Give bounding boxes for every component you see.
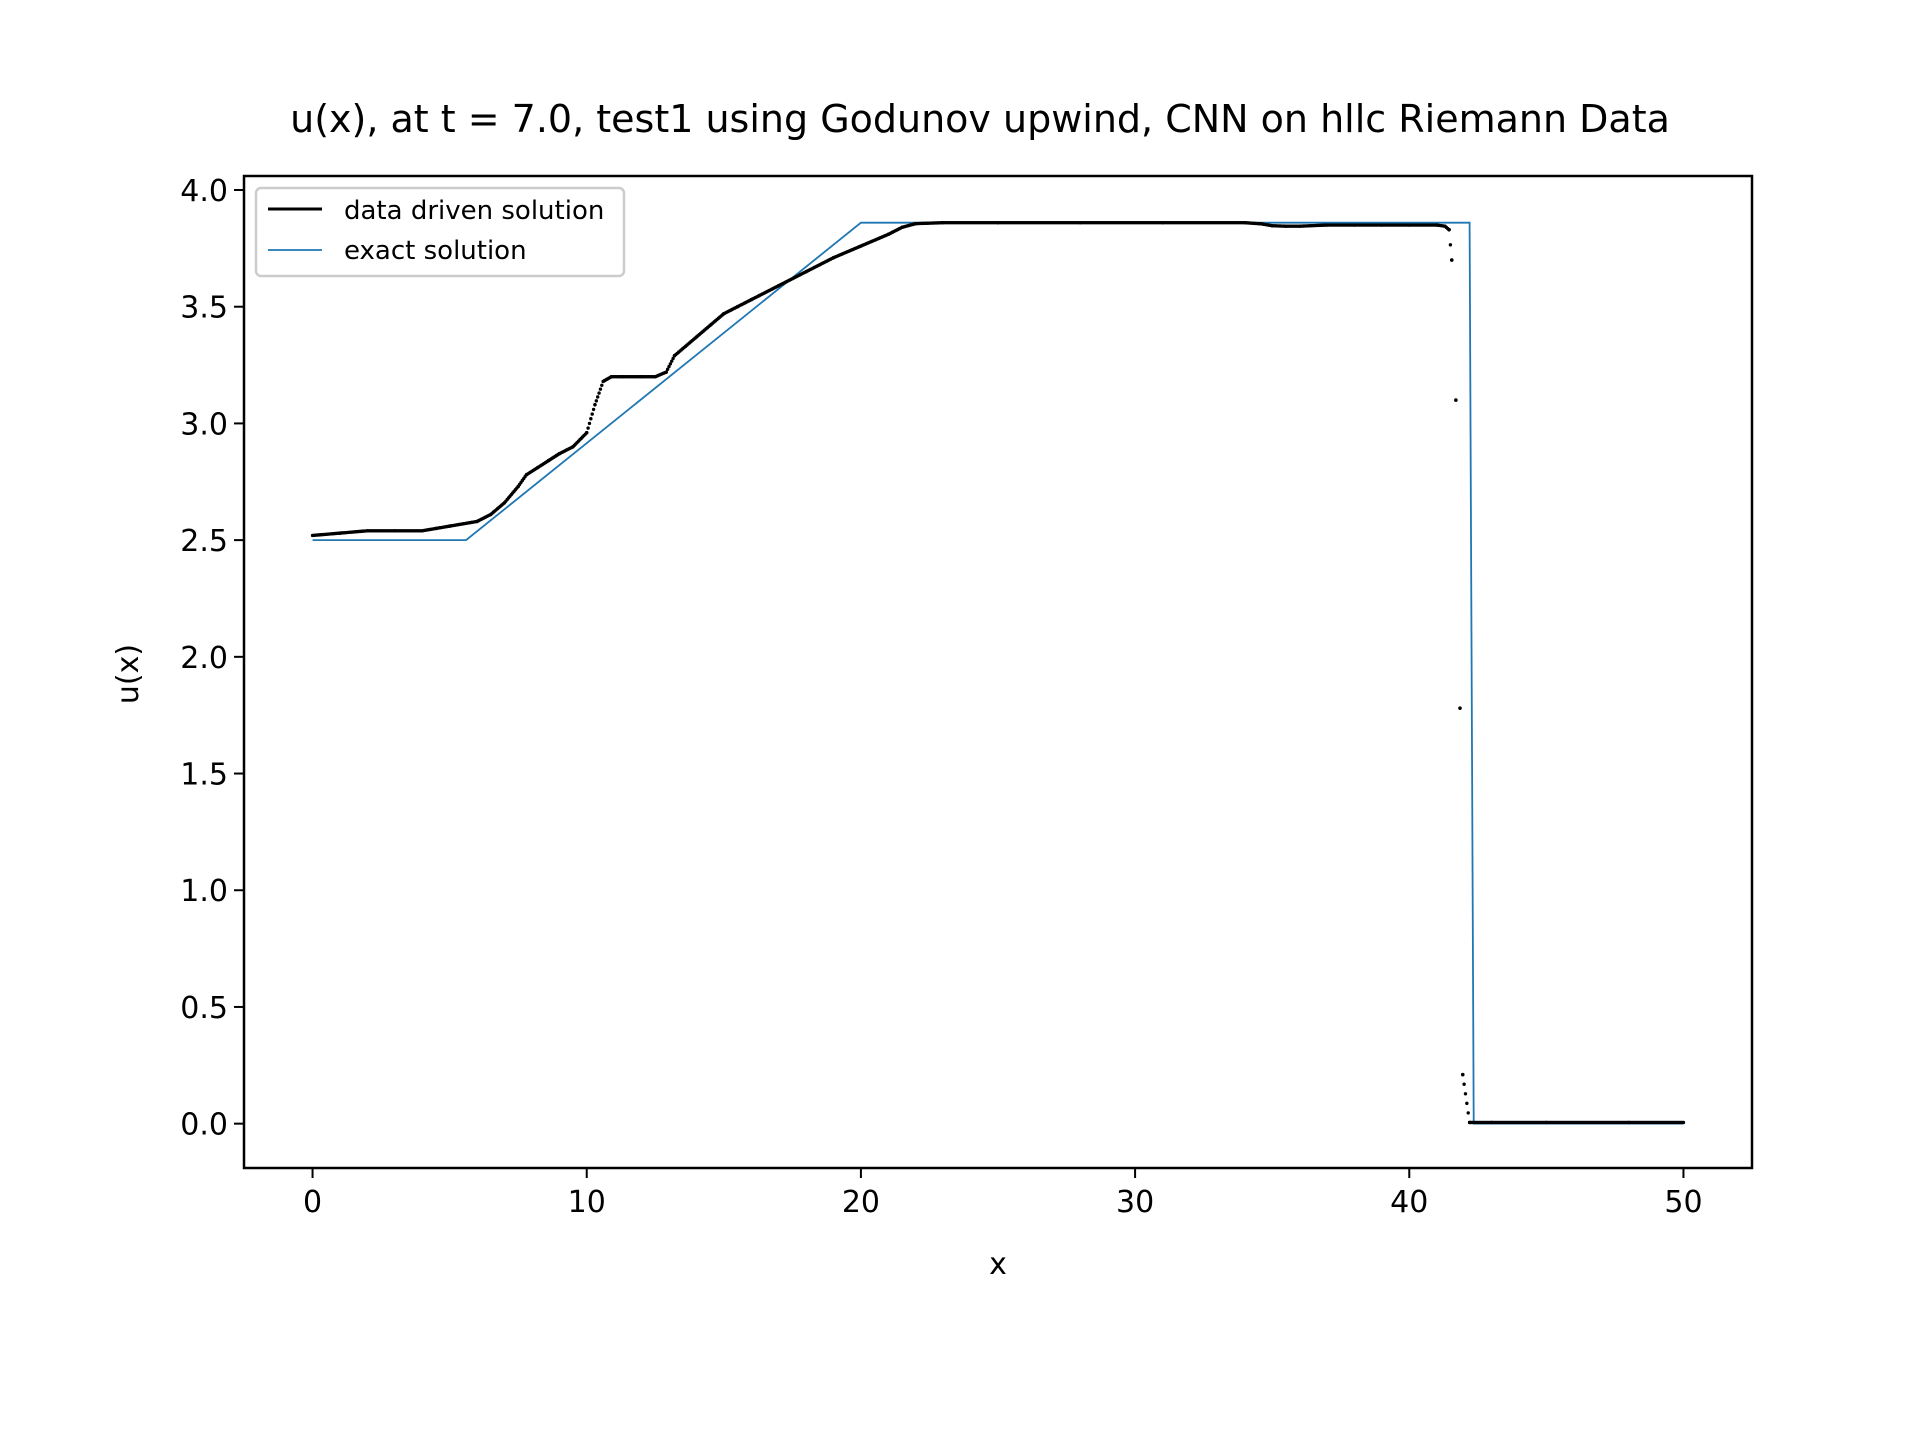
data-point	[1681, 1120, 1686, 1125]
data-point	[595, 395, 600, 399]
y-axis-label: u(x)	[111, 644, 146, 704]
y-tick-label: 2.5	[180, 524, 228, 559]
data-point	[598, 387, 603, 391]
data-point	[593, 403, 597, 407]
plot-area	[310, 220, 1686, 1125]
data-point	[667, 364, 671, 369]
x-tick-label: 0	[303, 1185, 322, 1220]
data-point	[1447, 227, 1451, 232]
data-point	[600, 383, 604, 387]
data-point	[1463, 1092, 1468, 1096]
y-tick-label: 2.0	[180, 641, 228, 676]
y-tick-label: 4.0	[180, 174, 228, 209]
data-point	[1466, 1111, 1470, 1115]
legend: data driven solution exact solution	[254, 186, 626, 278]
data-point	[668, 362, 673, 366]
data-point	[597, 391, 601, 395]
data-point	[1465, 1101, 1469, 1106]
data-point	[587, 421, 592, 426]
y-tick-label: 1.0	[180, 874, 228, 909]
data-point	[585, 431, 589, 435]
data-point	[591, 407, 596, 412]
data-point	[586, 426, 590, 430]
data-point	[594, 399, 599, 403]
x-tick-label: 30	[1116, 1185, 1154, 1220]
y-tick-label: 0.5	[180, 991, 228, 1026]
data-point	[1460, 1072, 1465, 1077]
legend-label-data-driven: data driven solution	[344, 196, 604, 226]
series-data-driven-solution	[310, 220, 1686, 1125]
y-axis-ticks: 0.0 0.5 1.0 1.5 2.0 2.5 3.0 3.5 4.0	[180, 174, 244, 1143]
data-point	[664, 370, 668, 374]
x-axis-ticks: 0 10 20 30 40 50	[303, 1168, 1703, 1220]
x-tick-label: 20	[842, 1185, 880, 1220]
y-tick-label: 3.0	[180, 407, 228, 442]
chart-title: u(x), at t = 7.0, test1 using Godunov up…	[290, 97, 1670, 141]
data-point	[665, 367, 670, 372]
data-point	[1458, 706, 1462, 710]
legend-box	[254, 186, 626, 278]
data-point	[589, 417, 593, 421]
x-tick-label: 10	[568, 1185, 606, 1220]
x-tick-label: 50	[1664, 1185, 1702, 1220]
x-tick-label: 40	[1390, 1185, 1428, 1220]
y-tick-label: 0.0	[180, 1108, 228, 1143]
y-tick-label: 3.5	[180, 291, 228, 326]
axes-frame	[242, 174, 1754, 1170]
data-point	[1462, 1082, 1466, 1086]
y-tick-label: 1.5	[180, 758, 228, 793]
data-point	[671, 356, 675, 361]
data-point	[1449, 258, 1454, 262]
data-point	[590, 412, 594, 416]
data-point	[1454, 398, 1458, 402]
data-point	[670, 359, 674, 363]
legend-label-exact: exact solution	[344, 236, 527, 266]
data-point	[1448, 243, 1453, 247]
x-axis-label: x	[989, 1247, 1007, 1282]
